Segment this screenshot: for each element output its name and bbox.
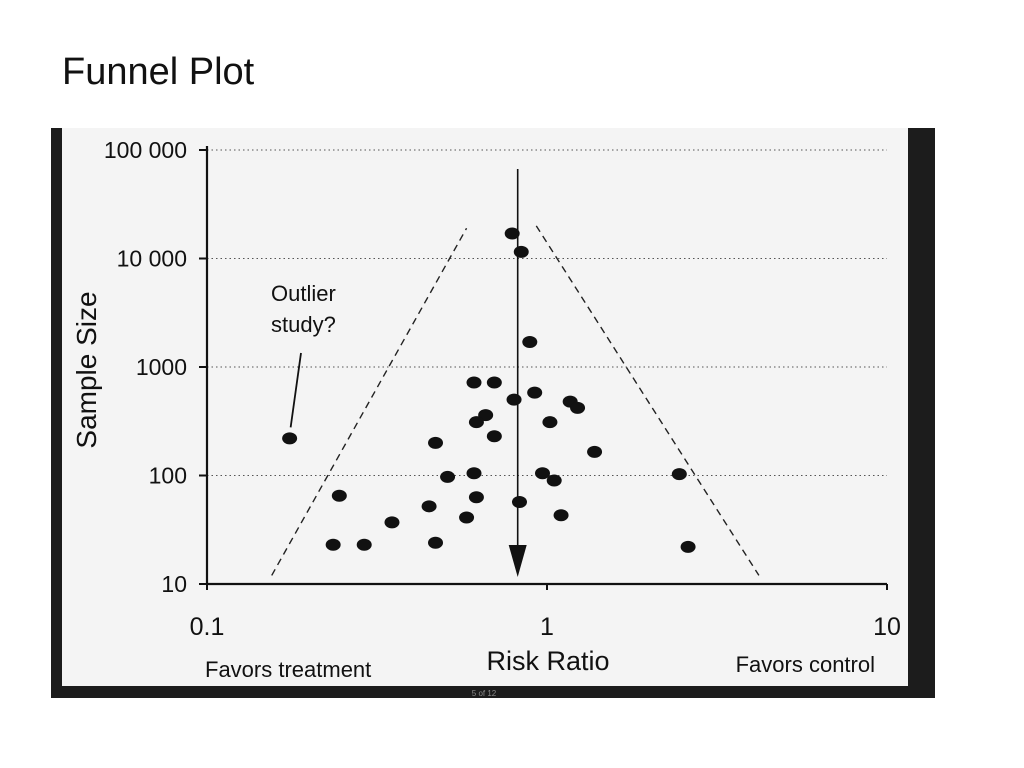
funnel-lines	[271, 225, 760, 576]
data-point	[570, 401, 586, 414]
data-point	[506, 393, 522, 406]
data-point	[486, 430, 502, 443]
data-point	[466, 467, 482, 480]
data-point	[468, 491, 484, 504]
data-point	[468, 416, 484, 429]
y-tick-label: 10 000	[117, 246, 187, 272]
data-point	[459, 511, 475, 524]
data-point	[356, 538, 372, 551]
x-axis-label: Risk Ratio	[486, 646, 609, 676]
funnel-line-left	[271, 227, 468, 576]
slide-title: Funnel Plot	[62, 51, 255, 93]
x-tick-label: 0.1	[190, 613, 225, 641]
data-point	[511, 495, 527, 508]
data-point	[527, 386, 543, 399]
data-point	[466, 376, 482, 389]
y-tick-label: 10	[161, 571, 187, 597]
data-point	[384, 516, 400, 529]
page-indicator: 5 of 12	[471, 689, 497, 698]
y-tick-label: 100 000	[104, 137, 187, 163]
data-point	[421, 500, 437, 513]
funnel-line-right	[535, 225, 760, 576]
grid-lines	[207, 149, 887, 476]
data-point	[504, 227, 520, 240]
x-tick-label: 1	[540, 613, 554, 641]
x-tick-label: 10	[873, 613, 901, 641]
annotation-text-line: Outlier	[271, 281, 336, 306]
annotation-group: Outlier study?	[271, 281, 336, 428]
data-point	[428, 536, 444, 549]
y-axis-label: Sample Size	[71, 291, 102, 448]
data-point	[325, 538, 341, 551]
data-point	[282, 432, 298, 445]
data-point	[546, 474, 562, 487]
data-point	[587, 445, 603, 458]
annotation-text-line: study?	[271, 312, 336, 337]
data-point	[671, 468, 687, 481]
figure-paper	[62, 128, 908, 686]
favors-treatment-label: Favors treatment	[205, 657, 371, 682]
data-point	[486, 376, 502, 389]
data-point	[542, 416, 558, 429]
data-point	[535, 467, 551, 480]
data-point	[680, 540, 696, 553]
reference-arrowhead	[508, 545, 527, 577]
data-point	[428, 436, 444, 449]
annotation-pointer	[289, 352, 302, 428]
data-point	[331, 489, 347, 502]
data-point	[522, 335, 538, 348]
tick-labels: 10 100 1000 10 000 100 000 0.1 1 10	[104, 137, 901, 641]
y-tick-label: 100	[149, 463, 187, 489]
data-point	[553, 509, 569, 522]
data-points	[282, 227, 696, 553]
y-tick-label: 1000	[136, 354, 187, 380]
data-point	[513, 245, 529, 258]
data-point	[440, 470, 456, 483]
axes	[199, 146, 888, 590]
favors-control-label: Favors control	[736, 652, 875, 677]
